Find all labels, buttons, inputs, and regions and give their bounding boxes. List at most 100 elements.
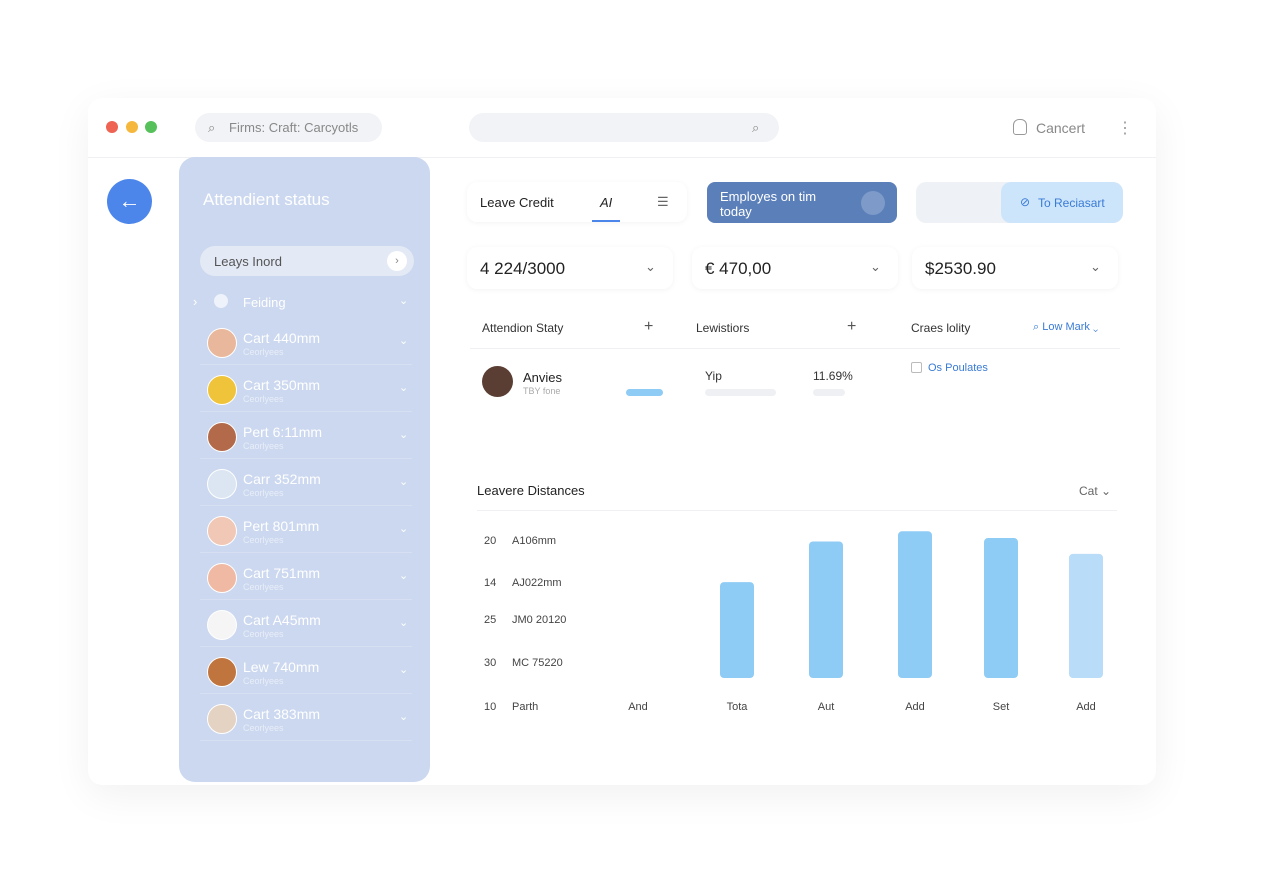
row-divider <box>200 411 412 412</box>
user-icon <box>1013 119 1027 135</box>
progress <box>705 389 776 396</box>
tab-underline <box>592 220 620 222</box>
tab-bar <box>467 182 687 222</box>
row-num: 25 <box>484 614 496 626</box>
tab-icon[interactable]: ☰ <box>657 194 669 209</box>
back-button[interactable]: ← <box>107 179 152 224</box>
row-divider <box>200 458 412 459</box>
row-chevron[interactable]: ⌄ <box>399 429 409 441</box>
row-chevron[interactable]: ⌄ <box>399 617 409 629</box>
min-dot[interactable] <box>126 121 138 133</box>
avatar <box>207 563 237 593</box>
row-divider <box>200 646 412 647</box>
add-button[interactable]: + <box>847 318 857 335</box>
chart-divider <box>477 510 1117 511</box>
row-chevron[interactable]: ⌄ <box>399 335 409 347</box>
person-role: Ceorlyees <box>243 347 284 357</box>
avatar <box>482 366 513 397</box>
person-role: Ceorlyees <box>243 582 284 592</box>
stat-value: € 470,00 <box>705 259 772 278</box>
x-tick-label: Add <box>905 701 925 713</box>
row-num: 10 <box>484 701 496 713</box>
row-chevron[interactable]: ⌄ <box>399 664 409 676</box>
person-name: Lew 740mm <box>243 659 320 675</box>
row-num: 30 <box>484 657 496 669</box>
banner-icon <box>861 191 885 215</box>
bar <box>984 538 1018 678</box>
max-dot[interactable] <box>145 121 157 133</box>
person-name: Pert 6:11mm <box>243 424 323 440</box>
sidebar-search-go[interactable]: › <box>387 251 407 271</box>
chart-filter[interactable]: Cat ⌄ <box>1079 484 1112 498</box>
stat-value: 4 224/3000 <box>480 259 566 278</box>
row-code: Parth <box>512 701 538 713</box>
banner-text: Employes on tim today <box>720 189 817 219</box>
stat-chevron: ⌄ <box>870 259 881 274</box>
search-text: Firms: Craft: Carcyotls <box>229 120 359 135</box>
row-label: Yip <box>705 369 722 383</box>
avatar <box>207 469 237 499</box>
action-button[interactable] <box>1001 182 1123 223</box>
row-chevron[interactable]: ⌄ <box>399 711 409 723</box>
action-icon: ⊘ <box>1020 195 1031 209</box>
add-button[interactable]: + <box>644 318 654 335</box>
stat-card[interactable] <box>912 247 1118 289</box>
row-divider <box>200 599 412 600</box>
person-name: Cart A45mm <box>243 612 321 628</box>
bar <box>898 531 932 678</box>
person-role: Ceorlyees <box>243 488 284 498</box>
action-label: To Reciasart <box>1038 196 1105 210</box>
person-role: Ceorlyees <box>243 676 284 686</box>
x-tick-label: Tota <box>727 701 749 713</box>
sidebar-search-text: Leays Inord <box>214 254 282 269</box>
person-name: Cart 383mm <box>243 706 321 722</box>
row-chevron[interactable]: ⌄ <box>399 476 409 488</box>
filter-text: Cat <box>1079 484 1098 498</box>
link-text: Low Mark <box>1042 321 1090 333</box>
row-code: MC 75220 <box>512 657 563 669</box>
tab[interactable]: AI <box>600 195 613 210</box>
row-value: 11.69% <box>813 369 853 383</box>
avatar <box>207 328 237 358</box>
main-search[interactable] <box>469 113 779 142</box>
checkbox-label: Os Poulates <box>928 362 988 374</box>
avatar <box>207 516 237 546</box>
x-tick-label: Set <box>993 701 1010 713</box>
person-role: Ceorlyees <box>243 394 284 404</box>
search-icon: ⌕ <box>208 120 216 135</box>
bar <box>720 582 754 678</box>
stat-card[interactable] <box>692 247 898 289</box>
group-caret[interactable]: › <box>193 294 198 309</box>
row-code: JM0 20120 <box>512 614 566 626</box>
search-pill[interactable] <box>195 113 382 142</box>
close-dot[interactable] <box>106 121 118 133</box>
sidebar-search[interactable] <box>200 246 414 276</box>
avatar <box>207 704 237 734</box>
group-icon <box>214 294 228 308</box>
row-chevron[interactable]: ⌄ <box>399 382 409 394</box>
person-role: Caorlyees <box>243 441 284 451</box>
tab[interactable]: Leave Credit <box>480 195 554 210</box>
section-link[interactable]: ⌕ Low Mark ⌄ <box>1033 321 1099 333</box>
checkbox[interactable] <box>911 362 922 373</box>
user-name[interactable]: Cancert <box>1036 120 1086 136</box>
person-role: Ceorlyees <box>243 535 284 545</box>
person-role: Ceorlyees <box>243 629 284 639</box>
bar <box>809 541 843 678</box>
row-name: Anvies <box>523 370 563 385</box>
row-chevron[interactable]: ⌄ <box>399 570 409 582</box>
person-name: Cart 350mm <box>243 377 321 393</box>
row-divider <box>200 505 412 506</box>
person-role: Ceorlyees <box>243 723 284 733</box>
stat-card[interactable] <box>467 247 673 289</box>
menu[interactable]: ⋮ <box>1117 120 1133 137</box>
person-name: Cart 751mm <box>243 565 321 581</box>
row-code: AJ022mm <box>512 577 562 589</box>
row-chevron[interactable]: ⌄ <box>399 523 409 535</box>
row-num: 20 <box>484 535 496 547</box>
group-chevron[interactable]: ⌄ <box>399 295 409 307</box>
x-tick-label: Add <box>1076 701 1096 713</box>
row-code: A106mm <box>512 535 556 547</box>
row-divider <box>200 693 412 694</box>
